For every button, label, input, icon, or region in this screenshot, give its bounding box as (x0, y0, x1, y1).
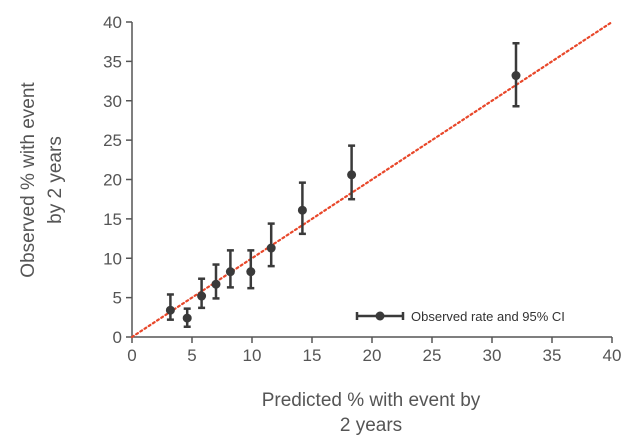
data-point (246, 267, 256, 277)
x-tick-label: 15 (303, 346, 322, 365)
legend-label: Observed rate and 95% CI (411, 309, 565, 324)
y-tick-label: 25 (103, 131, 122, 150)
data-point (297, 205, 307, 215)
x-tick-label: 25 (423, 346, 442, 365)
x-tick-label: 10 (243, 346, 262, 365)
legend: Observed rate and 95% CI (355, 309, 565, 324)
y-tick-label: 15 (103, 210, 122, 229)
y-axis-label-line-2: by 2 years (45, 136, 66, 224)
data-point (197, 291, 207, 301)
x-axis-ticks: 0 5 10 15 20 25 30 35 40 (127, 337, 621, 365)
data-point (347, 170, 357, 180)
data-point (266, 243, 276, 253)
x-tick-label: 30 (483, 346, 502, 365)
x-axis-label-line-1: Predicted % with event by (262, 390, 481, 411)
x-tick-label: 35 (543, 346, 562, 365)
observed-series (165, 42, 521, 329)
legend-marker (375, 311, 385, 321)
y-axis-label-line-1: Observed % with event (18, 82, 39, 278)
data-point (511, 71, 521, 81)
reference-line-identity (130, 20, 614, 339)
y-tick-label: 5 (113, 289, 122, 308)
x-tick-label: 20 (363, 346, 382, 365)
data-point (165, 305, 175, 315)
y-axis-ticks: 0 5 10 15 20 25 30 35 40 (103, 13, 132, 347)
x-tick-label: 40 (603, 346, 622, 365)
x-axis-label-line-2: 2 years (340, 415, 402, 436)
y-tick-label: 20 (103, 171, 122, 190)
y-tick-label: 40 (103, 13, 122, 32)
data-point (225, 267, 235, 277)
x-tick-label: 5 (187, 346, 196, 365)
y-tick-label: 30 (103, 92, 122, 111)
y-tick-label: 0 (113, 328, 122, 347)
y-tick-label: 35 (103, 52, 122, 71)
y-tick-label: 10 (103, 249, 122, 268)
data-point (211, 279, 221, 289)
x-tick-label: 0 (127, 346, 136, 365)
data-point (182, 313, 192, 323)
